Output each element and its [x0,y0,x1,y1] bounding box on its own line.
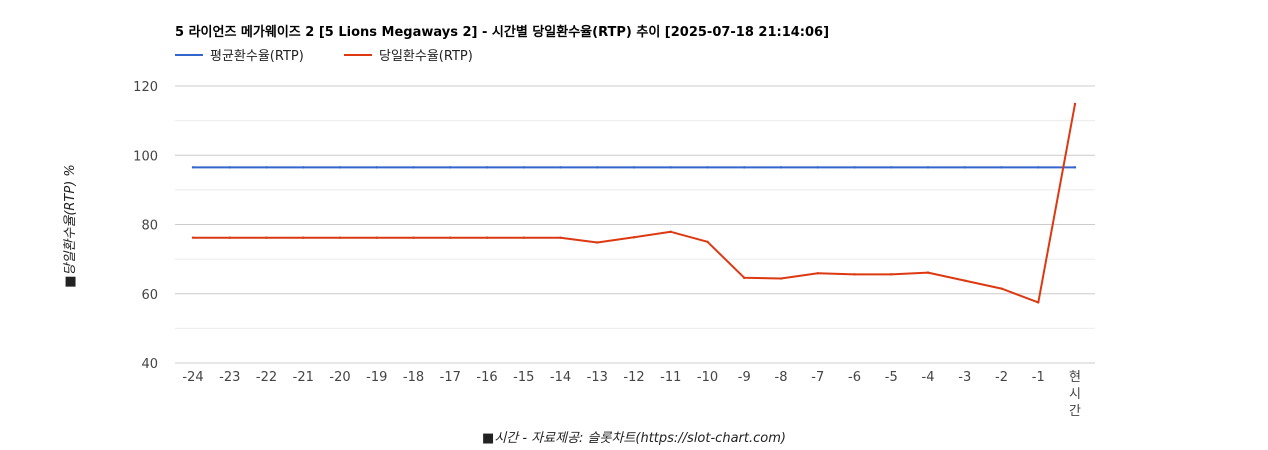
data-point-daily[interactable] [596,241,599,244]
data-point-daily[interactable] [1000,287,1003,290]
x-tick-label: -6 [848,370,861,385]
data-point-daily[interactable] [779,277,783,280]
data-point-average[interactable] [963,166,966,169]
legend-label-average: 평균환수율(RTP) [210,49,304,64]
x-tick-label: -14 [550,370,571,385]
chart-title: 5 라이언즈 메가웨이즈 2 [5 Lions Megaways 2] - 시간… [175,24,829,40]
data-point-daily[interactable] [412,236,415,239]
data-point-daily[interactable] [191,236,195,239]
data-point-daily[interactable] [1037,301,1040,304]
data-point-daily[interactable] [485,236,489,239]
data-point-average[interactable] [669,166,672,169]
x-tick-label: -19 [366,370,387,385]
data-point-daily[interactable] [1073,102,1077,106]
data-point-daily[interactable] [706,240,709,244]
x-tick-label: -18 [403,370,424,385]
data-point-average[interactable] [485,166,489,169]
legend-item-average-rtp[interactable]: 평균환수율(RTP) [175,49,304,64]
data-point-average[interactable] [338,166,342,169]
data-point-daily[interactable] [816,272,819,275]
gridlines [175,85,1095,364]
data-point-average[interactable] [596,166,599,169]
data-point-daily[interactable] [632,236,636,239]
data-point-daily[interactable] [522,236,525,239]
y-tick-label: 40 [141,357,158,372]
data-point-daily[interactable] [375,236,378,239]
data-point-average[interactable] [1037,166,1040,169]
y-axis-ticks: 40 60 80 100 120 [133,80,158,372]
data-point-daily[interactable] [669,230,672,233]
data-point-average[interactable] [853,166,856,169]
data-point-average[interactable] [522,166,525,169]
data-point-daily[interactable] [890,273,893,276]
data-point-daily[interactable] [559,236,562,239]
x-tick-label: -9 [738,370,751,385]
x-tick-label: -1 [1032,370,1045,385]
data-point-average[interactable] [302,166,305,169]
data-point-average[interactable] [265,166,268,169]
series-line-daily-rtp [193,103,1076,304]
y-tick-label: 100 [133,149,158,164]
x-tick-label: -20 [329,370,350,385]
y-axis-title: ■당일환수율(RTP) % [63,164,78,288]
data-point-average[interactable] [890,166,893,169]
x-tick-label: -10 [697,370,718,385]
data-point-daily[interactable] [926,271,930,274]
x-tick-label: -7 [811,370,824,385]
y-tick-label: 60 [141,288,158,303]
x-tick-label: -12 [623,370,644,385]
data-point-average[interactable] [706,166,709,169]
legend-label-daily: 당일환수율(RTP) [379,49,473,64]
x-tick-label: -2 [995,370,1008,385]
x-tick-label: -13 [587,370,608,385]
data-point-average[interactable] [375,166,378,169]
x-tick-label: -21 [293,370,314,385]
data-point-average[interactable] [449,166,452,169]
x-tick-label: -8 [775,370,788,385]
x-tick-label: -22 [256,370,277,385]
data-point-daily[interactable] [302,236,305,239]
data-point-average[interactable] [191,166,195,169]
x-tick-label: -24 [182,370,203,385]
legend-item-daily-rtp[interactable]: 당일환수율(RTP) [344,49,473,64]
data-point-daily[interactable] [963,279,966,282]
x-axis-ticks: -24 -23 -22 -21 -20 -19 -18 -17 -16 -15 -14 -13 -12 -… [182,370,1081,419]
legend[interactable]: 평균환수율(RTP) 당일환수율(RTP) [175,49,473,64]
data-point-average[interactable] [1000,166,1003,169]
x-tick-label: -23 [219,370,240,385]
data-point-daily[interactable] [338,236,342,239]
x-tick-label: -15 [513,370,534,385]
data-point-daily[interactable] [743,276,746,280]
data-point-average[interactable] [926,166,930,169]
y-tick-label: 120 [133,80,158,95]
data-point-average[interactable] [412,166,415,169]
data-point-average[interactable] [1073,166,1077,169]
data-point-daily[interactable] [228,236,231,239]
x-tick-label: -11 [660,370,681,385]
data-point-average[interactable] [228,166,231,169]
x-tick-label: -16 [476,370,497,385]
data-point-average[interactable] [779,166,783,169]
data-point-average[interactable] [816,166,819,169]
series-lines [191,102,1077,304]
x-tick-label: -5 [885,370,898,385]
data-point-daily[interactable] [853,273,856,276]
x-axis-title: ■시간 - 자료제공: 슬롯차트(https://slot-chart.com) [482,431,786,446]
x-tick-label: -17 [440,370,461,385]
x-tick-label: -4 [922,370,935,385]
x-tick-label: -3 [958,370,971,385]
data-point-average[interactable] [743,166,746,169]
data-point-average[interactable] [559,166,562,169]
y-tick-label: 80 [141,219,158,234]
data-point-daily[interactable] [449,236,452,239]
data-point-daily[interactable] [265,236,268,239]
data-point-average[interactable] [632,166,636,169]
